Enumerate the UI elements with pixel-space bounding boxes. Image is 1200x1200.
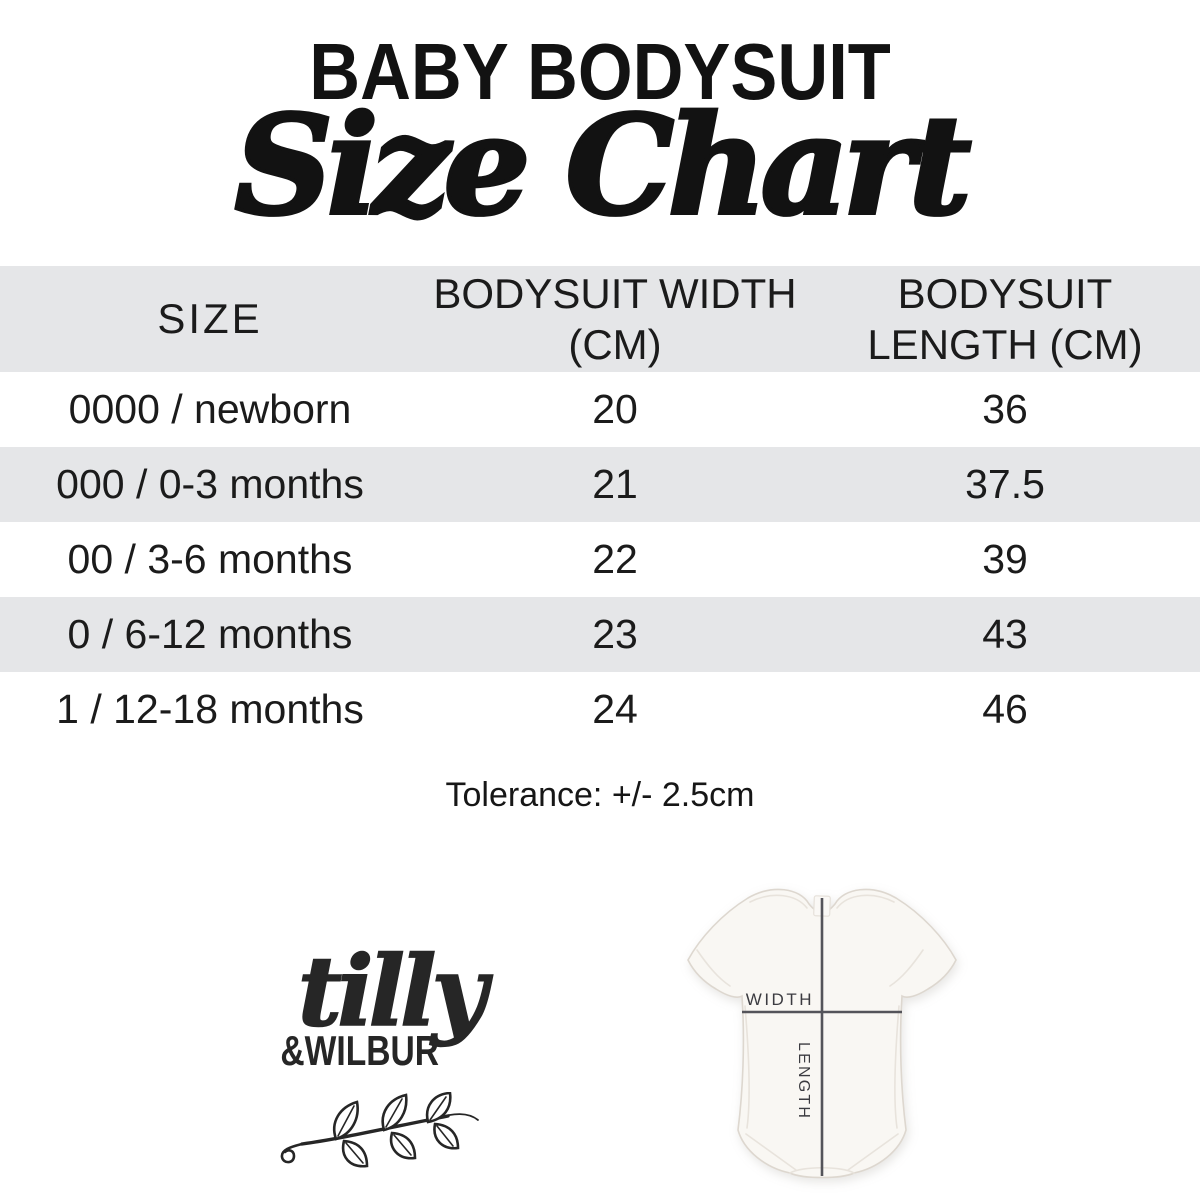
- width-cell: 23: [592, 611, 638, 657]
- tolerance-note: Tolerance: +/- 2.5cm: [445, 776, 755, 814]
- bodysuit-diagram: WIDTH LENGTH: [687, 888, 957, 1179]
- brand-name-script: tilly: [297, 935, 488, 1048]
- length-label: LENGTH: [795, 1042, 812, 1120]
- column-header-length: BODYSUIT LENGTH (CM): [867, 269, 1143, 368]
- width-cell: 21: [592, 461, 638, 507]
- table-row: 000 / 0-3 months 21 37.5: [0, 447, 1200, 522]
- laurel-branch-icon: [280, 1092, 479, 1168]
- table-header-row: SIZE BODYSUIT WIDTH (CM) BODYSUIT LENGTH…: [0, 266, 1200, 372]
- size-cell: 000 / 0-3 months: [56, 461, 364, 507]
- size-table: SIZE BODYSUIT WIDTH (CM) BODYSUIT LENGTH…: [0, 266, 1200, 747]
- brand-logo: tilly &WILBUR: [250, 935, 530, 1075]
- size-cell: 1 / 12-18 months: [56, 686, 364, 732]
- size-cell: 0000 / newborn: [68, 386, 352, 432]
- length-cell: 36: [982, 386, 1028, 432]
- width-cell: 20: [592, 386, 638, 432]
- length-cell: 43: [982, 611, 1028, 657]
- brand-name-caps: &WILBUR: [280, 1026, 440, 1074]
- table-row: 1 / 12-18 months 24 46: [0, 672, 1200, 747]
- width-label: WIDTH: [746, 990, 814, 1009]
- length-cell: 46: [982, 686, 1028, 732]
- size-cell: 0 / 6-12 months: [67, 611, 353, 657]
- page-title: BABY BODYSUIT: [309, 27, 891, 116]
- width-cell: 24: [592, 686, 638, 732]
- length-cell: 37.5: [965, 461, 1045, 507]
- length-cell: 39: [982, 536, 1028, 582]
- size-chart-script-title: Size Chart: [233, 84, 974, 248]
- table-row: 00 / 3-6 months 22 39: [0, 522, 1200, 597]
- column-header-size: SIZE: [157, 295, 263, 343]
- table-row: 0000 / newborn 20 36: [0, 372, 1200, 447]
- size-cell: 00 / 3-6 months: [67, 536, 353, 582]
- width-cell: 22: [592, 536, 638, 582]
- column-header-width: BODYSUIT WIDTH (CM): [433, 269, 797, 368]
- table-row: 0 / 6-12 months 23 43: [0, 597, 1200, 672]
